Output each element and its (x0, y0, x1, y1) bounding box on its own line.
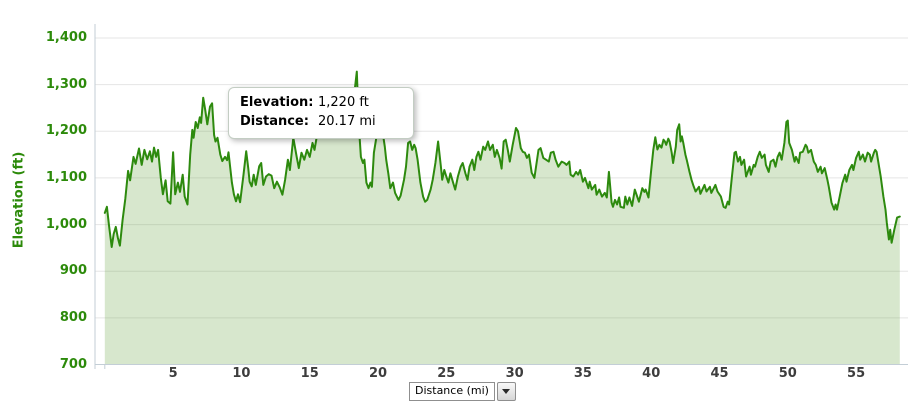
x-axis-selector-value[interactable]: Distance (mi) (409, 382, 495, 401)
y-tick-label: 1,200 (45, 123, 87, 139)
x-axis-selector[interactable]: Distance (mi) (409, 382, 516, 401)
tooltip-elevation-row: Elevation: 1,220 ft (240, 93, 402, 112)
x-tick-label: 10 (232, 366, 251, 381)
y-tick-label: 1,000 (45, 216, 87, 232)
x-tick-label: 15 (300, 366, 319, 381)
x-tick-label: 55 (847, 366, 866, 381)
tooltip: Elevation: 1,220 ft Distance: 20.17 mi (228, 87, 414, 139)
y-tick-label: 1,100 (45, 169, 87, 185)
y-tick-label: 900 (59, 263, 87, 279)
chevron-down-icon (502, 389, 511, 394)
x-tick-label: 5 (168, 366, 178, 381)
x-tick-label: 50 (778, 366, 797, 381)
y-tick-label: 1,300 (45, 76, 87, 92)
x-tick-label: 45 (710, 366, 729, 381)
y-tick-label: 800 (59, 309, 87, 325)
x-tick-label: 20 (368, 366, 388, 381)
x-tick-label: 25 (437, 366, 456, 381)
y-tick-label: 1,400 (45, 30, 87, 45)
x-tick-label: 30 (505, 366, 524, 381)
tooltip-elevation-value: 1,220 ft (318, 95, 369, 110)
tooltip-distance-label: Distance: (240, 114, 309, 129)
y-axis-title: Elevation (ft) (11, 151, 27, 249)
x-tick-label: 40 (642, 366, 661, 381)
x-tick-label: 35 (573, 366, 592, 381)
tooltip-distance-row: Distance: 20.17 mi (240, 112, 402, 131)
tooltip-elevation-label: Elevation: (240, 95, 314, 110)
tooltip-distance-value: 20.17 mi (318, 114, 376, 129)
y-tick-label: 700 (59, 356, 87, 372)
dropdown-arrow-button[interactable] (496, 382, 516, 401)
